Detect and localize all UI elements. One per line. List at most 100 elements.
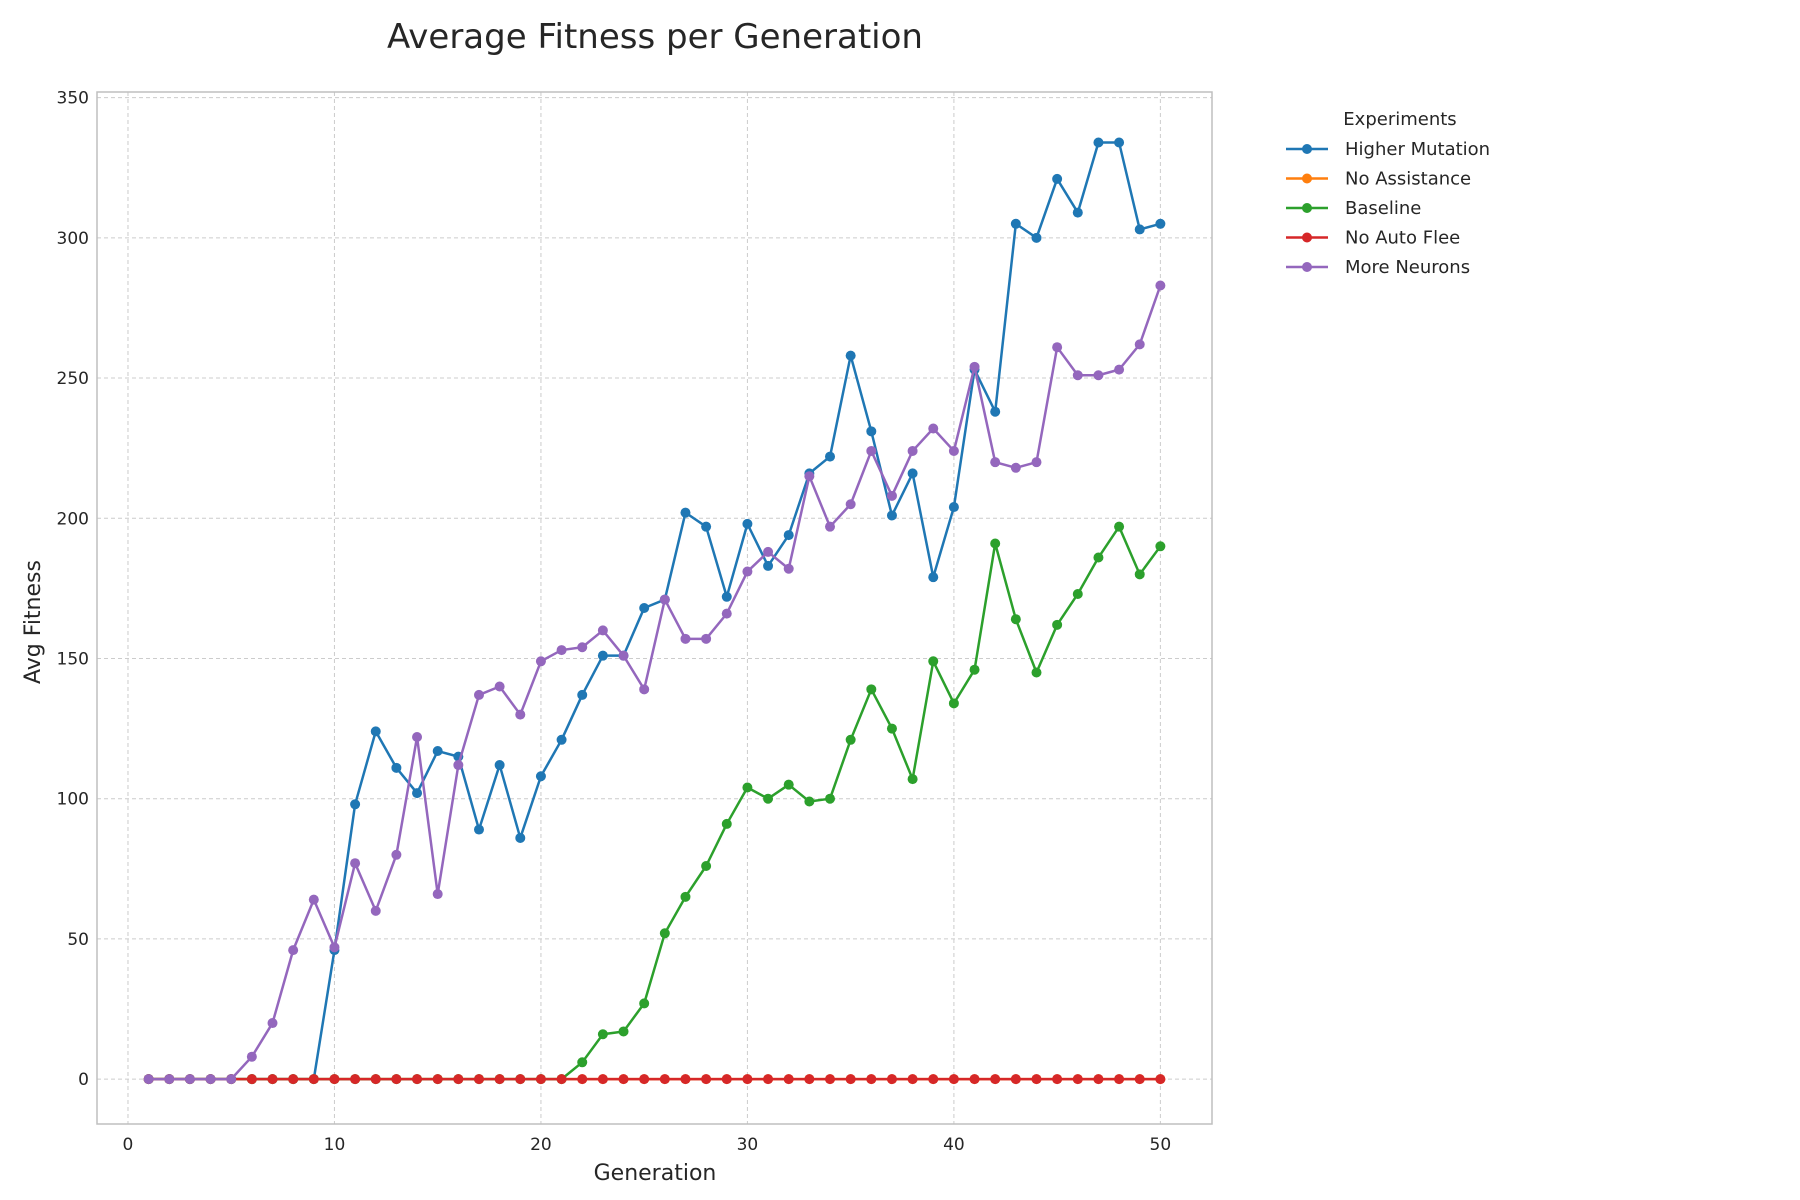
data-point: [825, 793, 836, 804]
data-point: [267, 1074, 278, 1085]
legend-item: Baseline: [1286, 198, 1421, 219]
data-point: [1134, 569, 1145, 580]
data-point: [164, 1074, 175, 1085]
data-point: [453, 760, 464, 771]
data-point: [990, 406, 1001, 417]
data-point: [948, 1074, 959, 1085]
data-point: [763, 1074, 774, 1085]
data-point: [1072, 370, 1083, 381]
data-point: [577, 1057, 588, 1068]
series-no-auto-flee: [143, 1074, 1166, 1085]
legend-swatch-marker: [1302, 203, 1312, 213]
data-point: [432, 746, 443, 757]
data-point: [907, 1074, 918, 1085]
data-point: [990, 1074, 1001, 1085]
data-point: [742, 782, 753, 793]
series-more-neurons: [143, 280, 1166, 1085]
legend-label: More Neurons: [1345, 257, 1470, 278]
data-point: [721, 818, 732, 829]
data-point: [597, 625, 608, 636]
data-point: [577, 689, 588, 700]
data-point: [783, 563, 794, 574]
data-point: [226, 1074, 237, 1085]
x-tick-label: 40: [943, 1135, 965, 1155]
legend-item: More Neurons: [1286, 257, 1470, 278]
data-point: [329, 942, 340, 953]
chart-title: Average Fitness per Generation: [387, 17, 923, 57]
data-point: [391, 849, 402, 860]
x-axis-label: Generation: [594, 1161, 717, 1186]
data-point: [886, 723, 897, 734]
data-point: [928, 423, 939, 434]
data-point: [1114, 1074, 1125, 1085]
y-axis-label: Avg Fitness: [21, 560, 46, 684]
data-point: [742, 566, 753, 577]
data-point: [948, 502, 959, 513]
data-point: [350, 858, 361, 869]
data-point: [494, 760, 505, 771]
data-point: [473, 689, 484, 700]
data-point: [1155, 280, 1166, 291]
data-point: [948, 445, 959, 456]
data-point: [1031, 457, 1042, 468]
y-tick-label: 350: [57, 89, 89, 109]
data-point: [639, 1074, 650, 1085]
data-point: [1072, 207, 1083, 218]
data-point: [267, 1018, 278, 1029]
data-point: [1031, 1074, 1042, 1085]
data-point: [246, 1051, 257, 1062]
data-point: [1134, 224, 1145, 235]
data-point: [721, 1074, 732, 1085]
data-point: [886, 510, 897, 521]
data-point: [391, 1074, 402, 1085]
data-point: [907, 774, 918, 785]
data-point: [990, 538, 1001, 549]
data-point: [1114, 137, 1125, 148]
data-point: [494, 1074, 505, 1085]
legend-swatch-marker: [1302, 262, 1312, 272]
data-point: [783, 779, 794, 790]
data-point: [783, 530, 794, 541]
data-point: [1114, 521, 1125, 532]
data-point: [184, 1074, 195, 1085]
data-point: [866, 684, 877, 695]
data-point: [308, 894, 319, 905]
data-point: [804, 796, 815, 807]
data-point: [866, 426, 877, 437]
data-point: [845, 499, 856, 510]
data-point: [928, 1074, 939, 1085]
data-point: [866, 1074, 877, 1085]
data-point: [1093, 1074, 1104, 1085]
data-point: [804, 471, 815, 482]
series-line: [148, 525, 1162, 1081]
data-point: [1072, 1074, 1083, 1085]
data-point: [329, 1074, 340, 1085]
data-point: [370, 726, 381, 737]
data-point: [432, 1074, 443, 1085]
data-point: [1072, 588, 1083, 599]
legend-label: Higher Mutation: [1345, 139, 1490, 160]
legend-label: No Auto Flee: [1345, 228, 1460, 249]
data-point: [825, 451, 836, 462]
x-tick-label: 0: [123, 1135, 134, 1155]
data-point: [639, 603, 650, 613]
data-point: [825, 521, 836, 532]
y-tick-label: 0: [78, 1070, 89, 1090]
data-point: [1134, 1074, 1145, 1085]
data-point: [350, 1074, 361, 1085]
data-point: [1093, 370, 1104, 381]
y-tick-label: 100: [57, 790, 89, 810]
y-tick-label: 50: [67, 930, 89, 950]
data-point: [391, 762, 402, 773]
data-point: [1031, 232, 1042, 243]
data-point: [1114, 364, 1125, 375]
axis-ticks: 0 10 20 30 40 50 0 50 100 150 200 250 300 350: [57, 89, 1172, 1155]
legend-label: Baseline: [1345, 198, 1421, 219]
data-point: [535, 656, 546, 667]
data-point: [370, 905, 381, 916]
data-point: [370, 1074, 381, 1085]
data-point: [597, 1074, 608, 1085]
data-point: [1155, 218, 1166, 229]
data-point: [535, 1074, 546, 1085]
data-point: [866, 445, 877, 456]
